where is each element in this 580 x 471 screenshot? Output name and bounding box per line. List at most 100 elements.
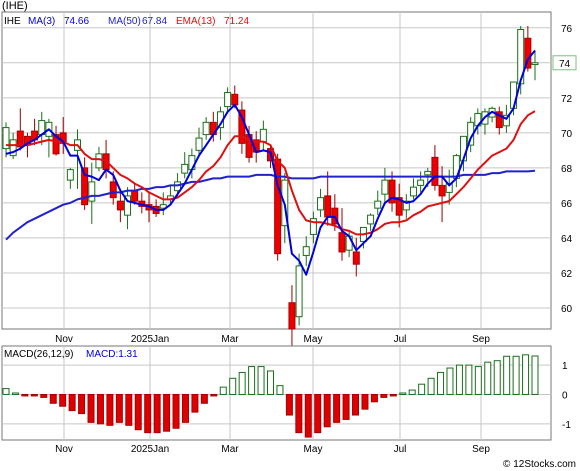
macd-x-tick-label: Nov bbox=[55, 444, 73, 455]
macd-bar-positive bbox=[427, 377, 435, 395]
candle-up bbox=[317, 197, 325, 211]
macd-bar-positive bbox=[238, 371, 246, 395]
macd-bar-negative bbox=[200, 393, 208, 404]
candle-up bbox=[202, 121, 210, 136]
candle-up bbox=[9, 139, 17, 157]
ma3-line bbox=[5, 49, 536, 276]
candle-up bbox=[367, 214, 375, 225]
legend-ema13-value: 71.24 bbox=[224, 16, 249, 27]
candle-up bbox=[502, 114, 510, 127]
macd-bar-positive bbox=[276, 385, 284, 395]
macd-bar-negative bbox=[323, 393, 331, 428]
macd-x-tick-label: 2025Jan bbox=[131, 444, 169, 455]
macd-bar-negative bbox=[342, 393, 350, 420]
candle-down bbox=[131, 190, 139, 202]
legend-ema13-label: EMA(13) bbox=[176, 16, 215, 27]
candle-up bbox=[531, 62, 539, 66]
candle-down bbox=[438, 184, 446, 197]
macd-bar-negative bbox=[172, 393, 180, 429]
price-y-tick-label: 68 bbox=[561, 164, 573, 175]
macd-bar-positive bbox=[219, 386, 227, 395]
candle-up bbox=[259, 128, 267, 143]
candle-up bbox=[417, 179, 425, 186]
macd-bar-negative bbox=[153, 393, 161, 434]
candle-down bbox=[495, 111, 503, 129]
macd-bar-positive bbox=[474, 366, 482, 395]
legend-ticker: IHE bbox=[4, 16, 21, 27]
candle-down bbox=[116, 200, 124, 211]
price-x-tick-label: Mar bbox=[221, 334, 239, 345]
macd-bar-positive bbox=[267, 370, 274, 395]
candle-up bbox=[224, 92, 232, 108]
candle-up bbox=[445, 183, 453, 193]
macd-bar-positive bbox=[522, 354, 530, 395]
candle-up bbox=[381, 179, 389, 195]
legend-ma3-label: MA(3) bbox=[28, 16, 55, 27]
price-y-tick-label: 62 bbox=[561, 269, 573, 280]
macd-bar-positive bbox=[455, 364, 463, 395]
macd-x-tick-label: Jul bbox=[394, 444, 407, 455]
macd-y-tick-label: -1 bbox=[562, 420, 571, 431]
price-x-tick-label: 2025Jan bbox=[131, 334, 169, 345]
chart-title: (IHE) bbox=[2, 0, 28, 12]
footer-credit: © 12Stocks.com bbox=[503, 459, 576, 470]
macd-bar-positive bbox=[484, 361, 492, 395]
macd-bar-negative bbox=[285, 393, 293, 416]
price-x-tick-label: May bbox=[304, 334, 323, 345]
macd-bar-negative bbox=[181, 393, 189, 423]
last-price-box bbox=[552, 55, 577, 71]
ema13-line bbox=[6, 110, 536, 236]
candle-up bbox=[424, 170, 432, 176]
candle-up bbox=[295, 265, 303, 318]
macd-value-label: MACD:1.31 bbox=[86, 349, 138, 360]
candle-up bbox=[95, 153, 103, 169]
macd-bar-negative bbox=[68, 393, 76, 412]
candle-down bbox=[16, 130, 24, 148]
macd-bar-positive bbox=[2, 388, 10, 395]
price-y-tick-label: 64 bbox=[561, 234, 573, 245]
last-price-label: 74 bbox=[559, 59, 571, 70]
macd-bar-negative bbox=[125, 393, 133, 426]
price-y-tick-label: 76 bbox=[561, 24, 573, 35]
macd-bar-positive bbox=[531, 355, 539, 395]
macd-bar-negative bbox=[106, 393, 114, 426]
price-y-tick-label: 72 bbox=[561, 94, 573, 105]
candle-up bbox=[181, 163, 189, 174]
candle-up bbox=[195, 137, 203, 151]
candle-down bbox=[231, 93, 239, 106]
candle-down bbox=[109, 181, 117, 199]
macd-bar-negative bbox=[59, 393, 67, 407]
macd-bar-negative bbox=[333, 393, 341, 423]
macd-y-tick-label: 0 bbox=[562, 390, 568, 401]
price-y-tick-label: 60 bbox=[561, 304, 573, 315]
ma50-line bbox=[5, 169, 536, 241]
macd-bar-positive bbox=[399, 392, 407, 395]
macd-label: MACD(26,12,9) bbox=[4, 349, 73, 360]
macd-bar-negative bbox=[361, 393, 369, 410]
candle-down bbox=[524, 37, 532, 69]
candle-down bbox=[338, 232, 346, 253]
macd-bar-positive bbox=[229, 377, 237, 395]
macd-y-tick-label: 1 bbox=[562, 361, 568, 372]
macd-bar-negative bbox=[78, 393, 86, 415]
candle-up bbox=[159, 204, 167, 209]
macd-bar-negative bbox=[49, 393, 57, 404]
macd-bar-positive bbox=[418, 383, 426, 395]
macd-x-tick-label: Sep bbox=[472, 444, 490, 455]
price-x-tick-label: Jul bbox=[394, 334, 407, 345]
macd-x-tick-label: May bbox=[304, 444, 323, 455]
macd-bar-negative bbox=[314, 393, 322, 434]
candle-up bbox=[302, 246, 310, 256]
macd-x-tick-label: Mar bbox=[221, 444, 239, 455]
macd-bar-negative bbox=[304, 393, 312, 438]
macd-bar-positive bbox=[512, 355, 520, 395]
candle-up bbox=[374, 200, 382, 209]
candle-down bbox=[388, 179, 396, 204]
macd-bar-negative bbox=[295, 393, 303, 434]
candle-down bbox=[352, 251, 360, 265]
macd-bar-negative bbox=[21, 393, 29, 397]
candle-down bbox=[52, 134, 60, 155]
macd-bar-negative bbox=[370, 393, 378, 403]
candle-up bbox=[510, 81, 518, 109]
macd-bar-positive bbox=[503, 355, 511, 395]
